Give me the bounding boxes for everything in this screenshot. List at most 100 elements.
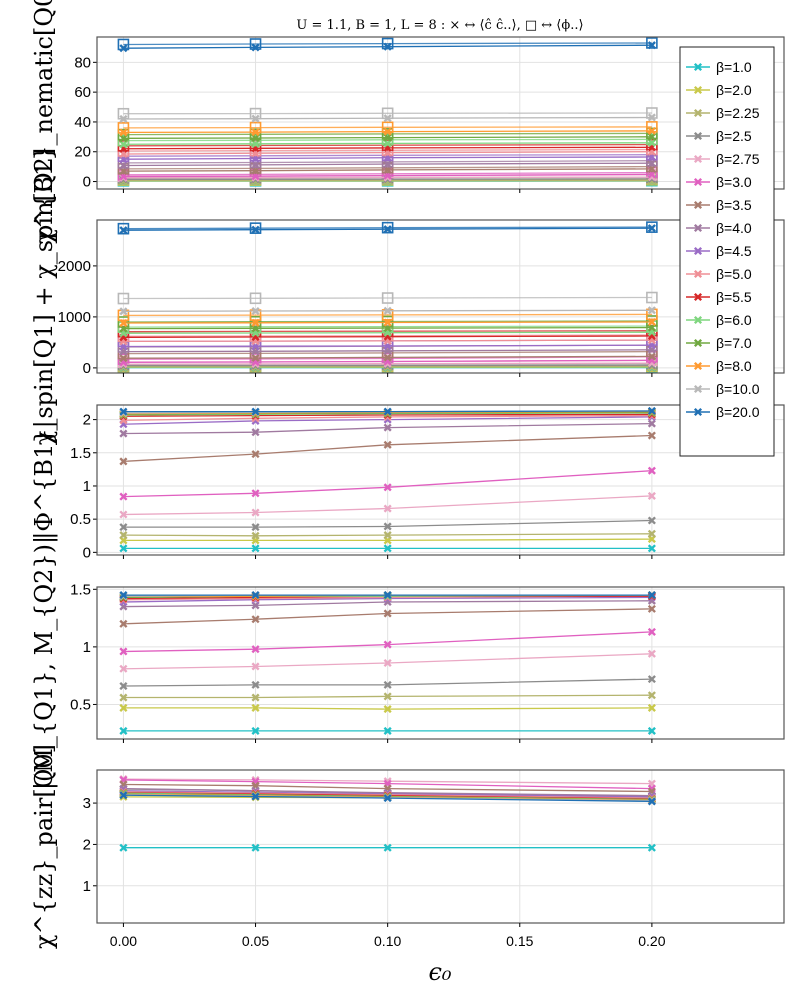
data-point (119, 429, 128, 438)
data-point (119, 492, 128, 501)
legend-entry: β=3.0 (686, 174, 752, 190)
data-point (119, 591, 128, 600)
data-point (251, 160, 260, 169)
x-tick-label: 0.15 (506, 933, 533, 949)
series-line (123, 538, 652, 542)
data-point (383, 726, 392, 735)
legend-marker (693, 338, 703, 348)
y-tick-label: 1 (83, 478, 91, 495)
legend-label: β=2.75 (716, 151, 760, 167)
series-cross-14 (119, 317, 656, 328)
legend-marker (693, 62, 703, 72)
series-cross-16 (119, 224, 656, 235)
y-tick-label: 0 (83, 544, 91, 561)
series-square-16 (117, 221, 658, 235)
data-point (119, 114, 128, 124)
series-cross-5 (119, 649, 656, 673)
y-tick-label: 0 (83, 360, 91, 377)
data-point (646, 291, 658, 304)
data-point (383, 353, 392, 362)
data-point (647, 544, 656, 553)
data-point (251, 662, 260, 671)
series-line (123, 171, 652, 176)
series-line (123, 339, 652, 343)
series-line (123, 42, 652, 46)
data-point (251, 318, 260, 327)
series-line (123, 176, 652, 179)
series-line (123, 130, 652, 134)
y-axis-label: χ^{B1}_nematic[Q0] (30, 0, 58, 244)
series-line (123, 335, 652, 338)
data-point (251, 428, 260, 437)
series-cross-7 (119, 604, 656, 628)
data-point (383, 114, 392, 123)
series-cross-2 (119, 703, 656, 714)
data-point (119, 791, 128, 800)
legend-label: β=3.5 (716, 197, 752, 213)
series-line (123, 794, 652, 803)
series-line (123, 356, 652, 360)
data-point (119, 664, 128, 673)
series-line (123, 787, 652, 797)
data-point (251, 792, 260, 801)
data-point (647, 691, 656, 700)
y-tick-label: 0.5 (70, 511, 91, 528)
data-point (647, 649, 656, 658)
legend-marker (693, 269, 703, 279)
data-point (251, 531, 260, 540)
data-point (119, 693, 128, 702)
series-cross-3 (119, 529, 656, 540)
y-axis-label: χ^{zz}_pair[Q0] (30, 744, 58, 949)
data-point (647, 591, 656, 600)
data-point (647, 529, 656, 538)
legend-label: β=2.5 (716, 128, 752, 144)
legend-entry: β=2.75 (686, 151, 760, 167)
chart-legend: β=1.0 β=2.0 β=2.25 β=2.5 β=2.75 β=3.0 β=3.5 β=4… (679, 46, 775, 457)
series-line (123, 112, 652, 115)
legend-marker (693, 131, 703, 141)
data-point (383, 531, 392, 540)
data-point (119, 726, 128, 735)
legend-label: β=7.0 (716, 335, 752, 351)
y-tick-label: 1.5 (70, 445, 91, 462)
series-line (123, 790, 652, 798)
series-line (123, 362, 652, 365)
data-point (251, 450, 260, 459)
legend-entry: β=5.5 (686, 289, 752, 305)
data-point (251, 703, 260, 712)
data-point (383, 522, 392, 531)
legend-label: β=6.0 (716, 312, 752, 328)
data-point (647, 352, 656, 361)
series-line (123, 413, 652, 417)
data-point (119, 619, 128, 628)
data-point (119, 457, 128, 466)
data-point (119, 523, 128, 532)
data-point (647, 224, 656, 233)
data-point (647, 41, 656, 50)
data-point (383, 483, 392, 492)
series-square-6 (117, 166, 658, 181)
series-line (123, 168, 652, 172)
series-line (123, 631, 652, 653)
data-point (119, 226, 128, 235)
data-point (249, 292, 262, 305)
data-point (383, 423, 392, 432)
legend-entry: β=20.0 (686, 404, 760, 420)
data-point (251, 508, 260, 517)
data-point (119, 161, 128, 170)
legend-label: β=2.0 (716, 82, 752, 98)
x-tick-label: 0.10 (374, 933, 401, 949)
legend-marker (693, 246, 703, 256)
y-tick-label: 2 (83, 836, 91, 853)
data-point (251, 225, 260, 234)
y-tick-label: 60 (74, 84, 91, 101)
panel-frame (96, 586, 785, 740)
data-point (251, 591, 260, 600)
series-line (123, 600, 652, 608)
legend-marker (693, 177, 703, 187)
data-point (251, 615, 260, 624)
series-line (123, 142, 652, 145)
series-line (123, 707, 652, 710)
series-line (123, 160, 652, 164)
legend-entry: β=2.5 (686, 128, 752, 144)
